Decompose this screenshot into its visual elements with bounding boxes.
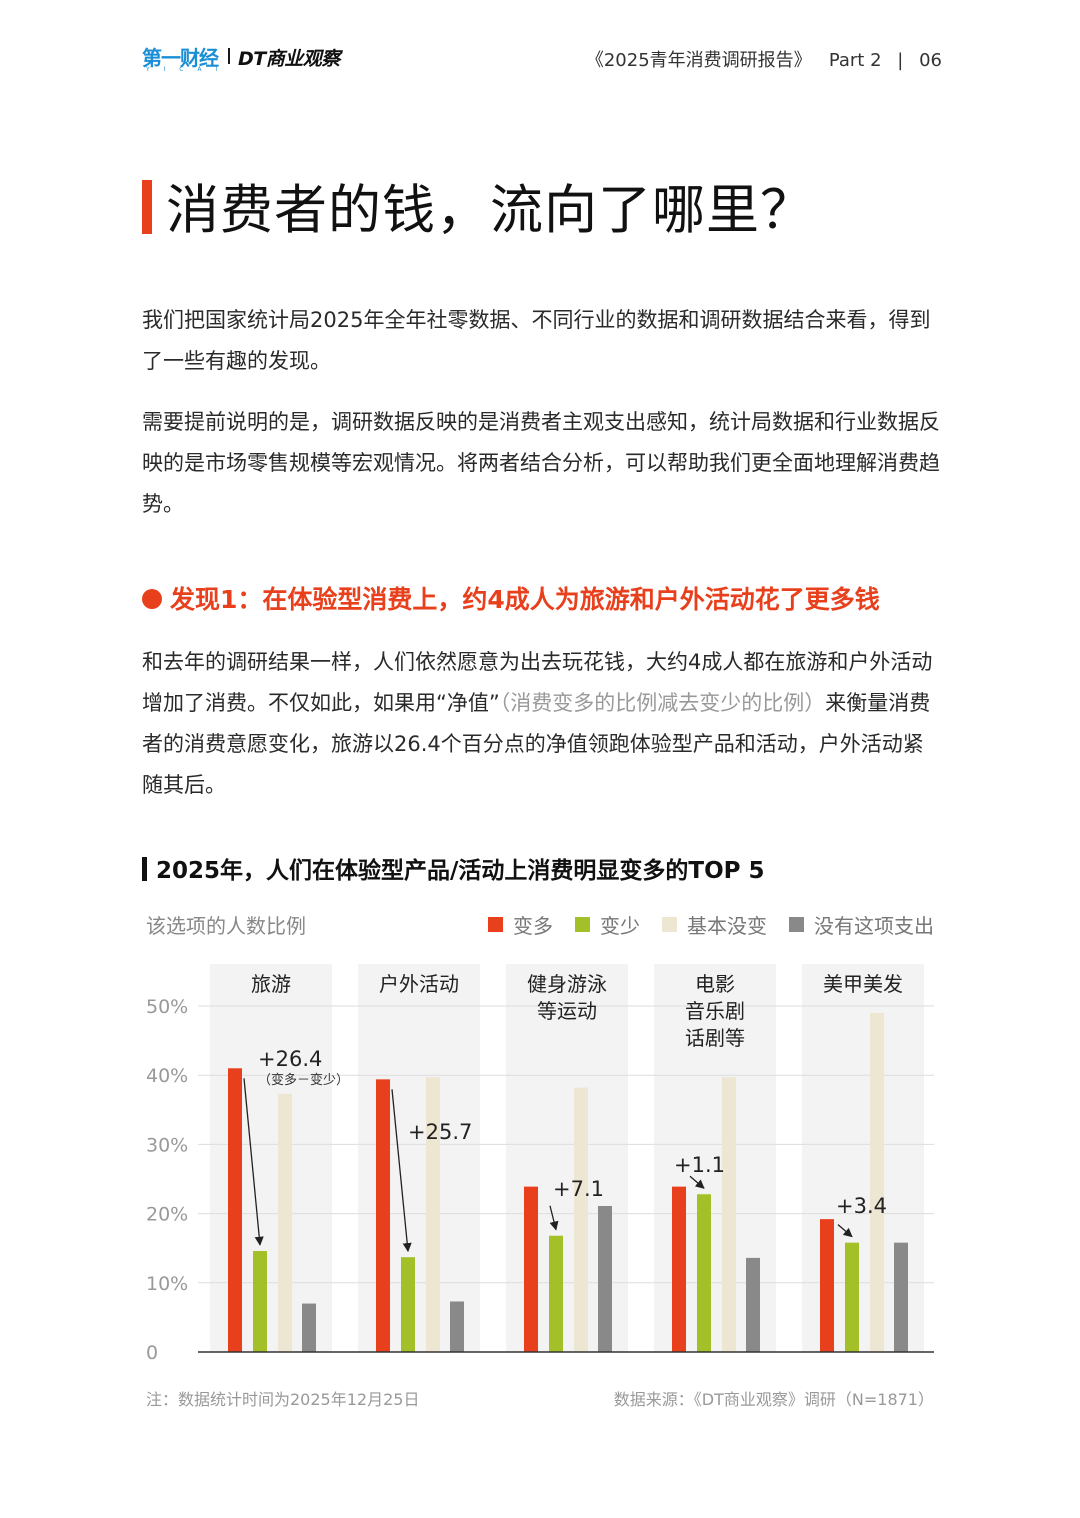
page-header: 第一财经 Y I C A I DT商业观察 《2025青年消费调研报告》 Par… xyxy=(0,40,1080,76)
finding-heading: 发现1：在体验型消费上，约4成人为旅游和户外活动花了更多钱 xyxy=(142,580,880,616)
yicai-logo-sub: Y I C A I xyxy=(146,66,224,73)
category-label: 话剧等 xyxy=(685,1026,745,1050)
chart-source: 数据来源：《DT商业观察》调研（N=1871） xyxy=(613,1390,934,1409)
net-arrow xyxy=(549,1205,559,1231)
y-tick-label: 50% xyxy=(146,996,188,1018)
bar-0-4 xyxy=(820,1219,834,1352)
yicai-logo: 第一财经 xyxy=(142,46,219,70)
chart-y-label: 该选项的人数比例 xyxy=(146,914,306,938)
page-title: 消费者的钱，流向了哪里？ xyxy=(166,180,814,241)
finding-paragraph: 和去年的调研结果一样，人们依然愿意为出去玩花钱，大约4成人都在旅游和户外活动增加… xyxy=(142,642,942,806)
part-label: Part 2 xyxy=(828,50,882,71)
header-divider: | xyxy=(897,50,904,71)
bar-0-2 xyxy=(524,1186,538,1352)
bar-3-2 xyxy=(598,1205,612,1352)
report-title: 《2025青年消费调研报告》 xyxy=(585,50,812,71)
dt-logo: DT商业观察 xyxy=(238,48,340,70)
bar-1-1 xyxy=(401,1257,415,1352)
bar-1-3 xyxy=(697,1194,711,1352)
chart-legend: 变多 变少 基本没变 没有这项支出 xyxy=(488,910,934,939)
net-arrow xyxy=(837,1224,853,1238)
legend-item-none: 没有这项支出 xyxy=(789,910,934,939)
net-arrow xyxy=(689,1175,705,1189)
bar-1-2 xyxy=(549,1235,563,1352)
title-accent-bar xyxy=(142,180,152,234)
net-arrow xyxy=(391,1089,412,1253)
category-label: 健身游泳 xyxy=(527,972,607,996)
category-label: 电影 xyxy=(695,972,735,996)
bar-0-1 xyxy=(376,1079,390,1352)
legend-label-same: 基本没变 xyxy=(687,914,767,938)
bar-2-0 xyxy=(278,1093,292,1352)
bar-3-1 xyxy=(450,1301,464,1352)
category-label: 户外活动 xyxy=(379,972,459,996)
legend-swatch-more xyxy=(488,917,503,932)
net-label: +1.1 xyxy=(674,1153,725,1177)
finding-text-muted: （消费变多的比例减去变少的比例） xyxy=(499,691,826,715)
intro-paragraph-2: 需要提前说明的是，调研数据反映的是消费者主观支出感知，统计局数据和行业数据反映的… xyxy=(142,410,940,516)
bullet-dot-icon xyxy=(142,589,162,609)
y-tick-label: 10% xyxy=(146,1273,188,1295)
net-label: +26.4 xyxy=(258,1047,322,1071)
logo-divider xyxy=(228,48,230,64)
finding-text-b: 来衡量消费者的消费意愿变化，旅游以26.4个百分点的净值领跑体验型产品和活动，户… xyxy=(142,691,931,797)
bar-3-0 xyxy=(302,1303,316,1352)
chart-title-marker xyxy=(142,857,147,881)
category-label: 旅游 xyxy=(251,972,291,996)
finding-text-a: 和去年的调研结果一样，人们依然愿意为出去玩花钱，大约4成人都在旅游和户外活动增加… xyxy=(142,650,933,715)
finding-title: 发现1：在体验型消费上，约4成人为旅游和户外活动花了更多钱 xyxy=(170,585,880,614)
net-arrow xyxy=(243,1078,264,1246)
legend-label-none: 没有这项支出 xyxy=(814,914,934,938)
net-note: （变多－变少） xyxy=(258,1072,349,1088)
bar-3-3 xyxy=(746,1257,760,1352)
legend-swatch-same xyxy=(662,917,677,932)
category-label: 等运动 xyxy=(537,999,597,1023)
category-label: 音乐剧 xyxy=(685,999,745,1023)
bar-2-1 xyxy=(426,1077,440,1352)
chart-note: 注：数据统计时间为2025年12月25日 xyxy=(146,1390,420,1409)
net-label: +3.4 xyxy=(836,1194,887,1218)
page-number: 06 xyxy=(919,50,942,71)
bar-3-4 xyxy=(894,1242,908,1352)
category-label: 美甲美发 xyxy=(823,972,903,996)
bar-2-2 xyxy=(574,1087,588,1352)
bar-2-4 xyxy=(870,1012,884,1352)
legend-swatch-none xyxy=(789,917,804,932)
header-meta: 《2025青年消费调研报告》 Part 2 | 06 xyxy=(586,46,942,72)
legend-item-more: 变多 xyxy=(488,910,553,939)
y-tick-label: 20% xyxy=(146,1204,188,1226)
bar-0-0 xyxy=(228,1068,242,1352)
y-tick-label: 0 xyxy=(146,1342,158,1364)
net-label: +25.7 xyxy=(408,1120,472,1144)
legend-label-more: 变多 xyxy=(513,914,553,938)
bar-0-3 xyxy=(672,1186,686,1352)
y-tick-label: 40% xyxy=(146,1065,188,1087)
y-tick-label: 30% xyxy=(146,1134,188,1156)
intro-paragraph-1: 我们把国家统计局2025年全年社零数据、不同行业的数据和调研数据结合来看，得到了… xyxy=(142,308,931,373)
bar-2-3 xyxy=(722,1077,736,1352)
bar-1-0 xyxy=(253,1250,267,1352)
legend-swatch-less xyxy=(575,917,590,932)
legend-item-less: 变少 xyxy=(575,910,640,939)
chart-title: 2025年，人们在体验型产品/活动上消费明显变多的TOP 5 xyxy=(156,858,765,884)
net-label: +7.1 xyxy=(553,1177,604,1201)
legend-label-less: 变少 xyxy=(600,914,640,938)
bar-1-4 xyxy=(845,1242,859,1352)
legend-item-same: 基本没变 xyxy=(662,910,767,939)
